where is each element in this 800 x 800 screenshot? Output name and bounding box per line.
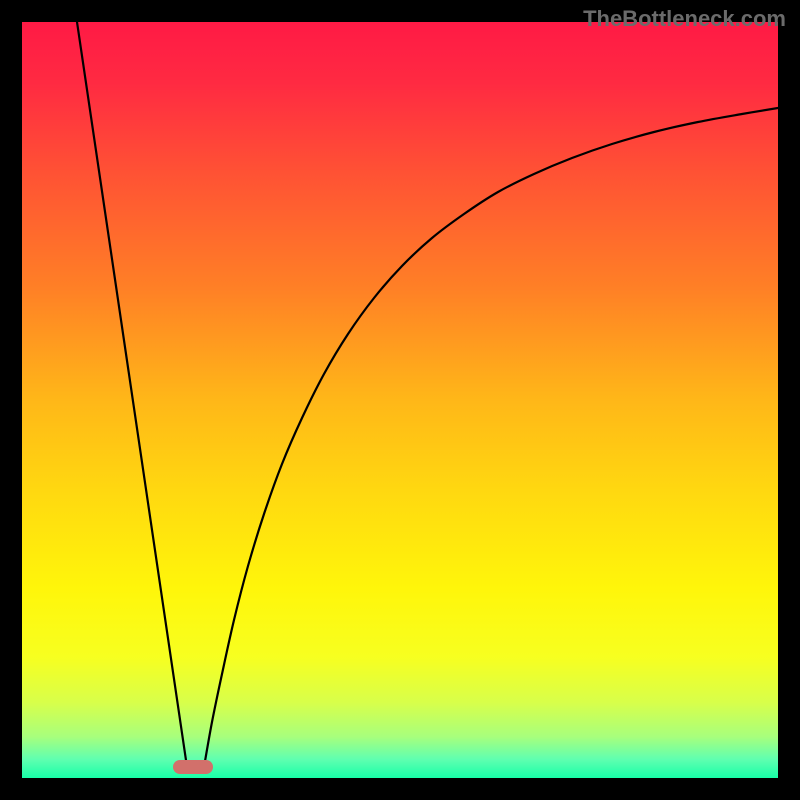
plot-area <box>22 22 778 778</box>
gradient-background <box>22 22 778 778</box>
attribution-label: TheBottleneck.com <box>583 6 786 32</box>
optimum-marker <box>173 760 213 774</box>
